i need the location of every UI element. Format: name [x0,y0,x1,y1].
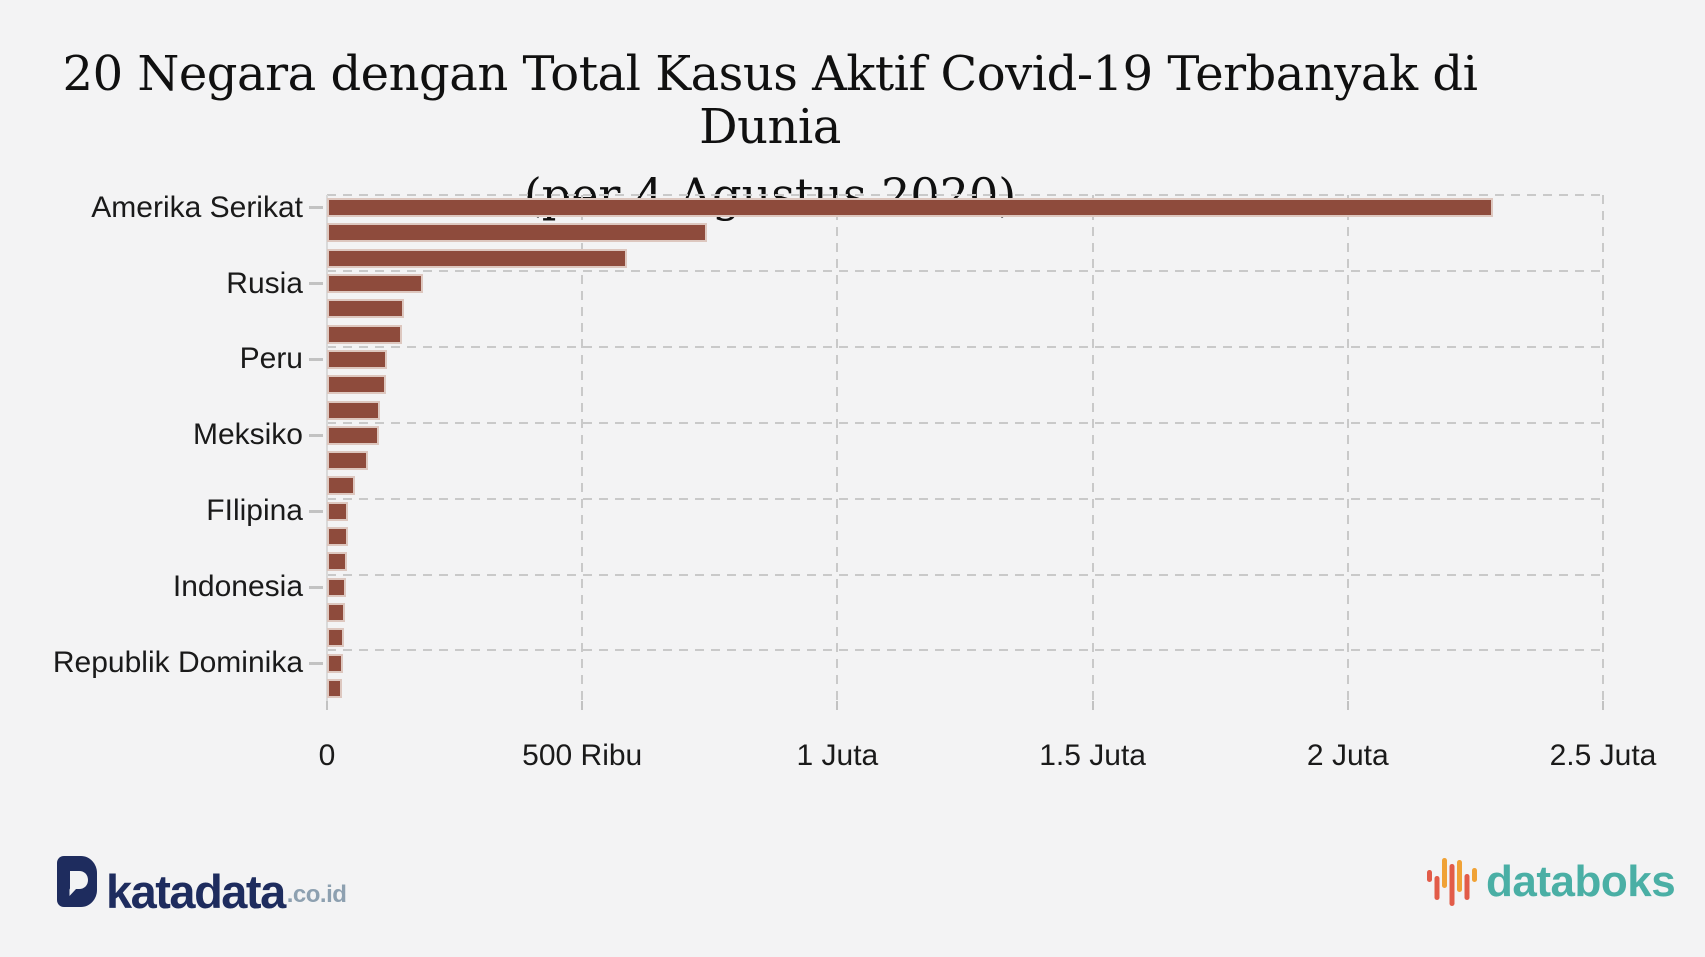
katadata-domain-suffix: .co.id [286,881,347,908]
y-axis-tick-mark [309,206,323,210]
bar [327,198,1494,218]
bar [327,425,380,445]
x-axis-tick-mark [1346,701,1349,710]
y-axis-tick-mark [309,433,323,437]
y-axis-label: Peru [239,342,303,376]
gridline-horizontal [327,421,1603,424]
bar [327,628,345,648]
gridline-horizontal [327,269,1603,272]
gridline-horizontal [327,649,1603,652]
gridline-horizontal [327,497,1603,500]
bar [327,527,348,547]
gridline-horizontal [327,345,1603,348]
y-axis-label: Republik Dominika [52,646,303,680]
y-axis-label: Indonesia [172,570,303,604]
databoks-bars-icon [1427,858,1477,906]
gridline-vertical [1091,195,1094,701]
databoks-logo: databoks [1427,856,1676,908]
x-axis-tick-label: 2.5 Juta [1549,739,1657,772]
y-axis-label: Meksiko [192,418,303,452]
gridline-horizontal [327,573,1603,576]
bar [327,349,388,369]
bar [327,375,387,395]
x-axis-tick-label: 500 Ribu [522,739,643,772]
y-axis-label: FIlipina [206,494,303,528]
bar [327,400,381,420]
gridline-vertical [1346,195,1349,701]
bar [327,501,349,521]
x-axis-tick-mark [836,701,839,710]
katadata-d-icon [57,856,97,907]
databoks-wordmark: databoks [1486,857,1676,906]
gridline-vertical [581,195,584,701]
y-axis-tick-mark [309,661,323,665]
x-axis-tick-mark [581,701,584,710]
bar [327,223,707,243]
chart-title: 20 Negara dengan Total Kasus Aktif Covid… [62,46,1478,155]
gridline-vertical [836,195,839,701]
bar [327,299,405,319]
bar [327,678,343,698]
bar [327,248,627,268]
bar [327,324,403,344]
bar [327,653,344,673]
gridline-horizontal [327,194,1603,196]
bar [327,602,346,622]
y-axis-line [326,195,328,701]
x-axis-tick-mark [326,701,328,710]
bar [327,552,347,572]
katadata-logo: katadata .co.id [57,856,347,918]
y-axis-label: Amerika Serikat [91,190,303,224]
y-axis-tick-mark [309,282,323,286]
katadata-wordmark: katadata [106,864,286,918]
x-axis-tick-mark [1602,701,1604,710]
bar [327,451,368,471]
bar [327,476,356,496]
y-axis-tick-mark [309,509,323,513]
x-axis-tick-label: 2 Juta [1306,739,1389,772]
y-axis-label: Rusia [226,266,303,300]
x-axis-tick-mark [1091,701,1094,710]
y-axis-tick-mark [309,585,323,589]
x-axis-tick-label: 1 Juta [796,739,879,772]
bar [327,577,346,597]
gridline-vertical [1602,195,1604,701]
y-axis-tick-mark [309,357,323,361]
bar [327,274,424,294]
x-axis-tick-label: 0 [318,739,336,772]
x-axis-tick-label: 1.5 Juta [1039,739,1146,772]
plot-area [326,194,1604,701]
